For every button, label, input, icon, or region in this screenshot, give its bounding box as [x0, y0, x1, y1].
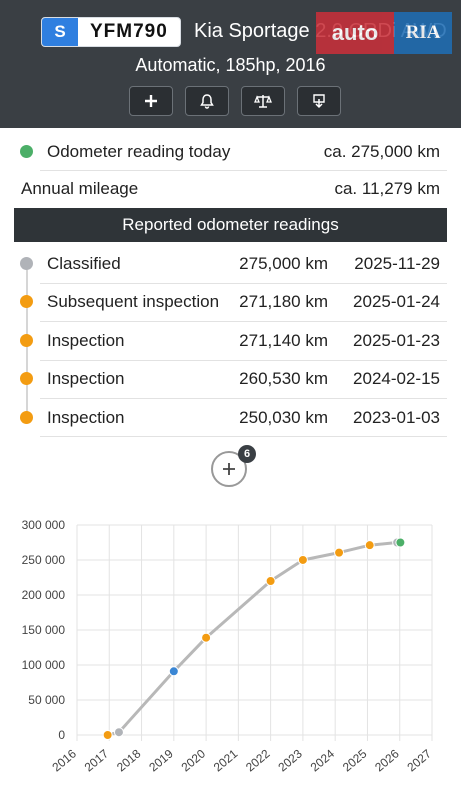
x-tick-label: 2024 [308, 746, 338, 774]
odometer-chart: 0 50 000 100 000 150 000 200 000 250 000 300 0… [22, 518, 435, 774]
y-tick-label: 50 000 [28, 693, 65, 707]
section-title: Reported odometer readings [14, 208, 447, 242]
data-point[interactable] [168, 666, 179, 677]
x-tick-label: 2022 [243, 746, 273, 774]
data-point[interactable] [201, 632, 212, 643]
reading-dot [20, 295, 33, 308]
reading-type: Subsequent inspection [47, 292, 220, 311]
mileage-line [107, 541, 401, 737]
x-tick-label: 2020 [179, 746, 209, 774]
y-tick-label: 250 000 [22, 553, 66, 567]
car-subtitle: Automatic, 185hp, 2016 [135, 55, 326, 75]
row-divider [40, 360, 447, 361]
compare-button[interactable] [241, 86, 285, 116]
data-point[interactable] [297, 554, 308, 565]
vehicle-header: S YFM790 Kia Sportage 2.0 CRDi AWD Autom… [0, 0, 461, 128]
reading-km: 275,000 km [239, 254, 328, 273]
reading-dot [20, 334, 33, 347]
reading-date: 2023-01-03 [353, 408, 440, 427]
odometer-label: Odometer reading today [47, 142, 231, 161]
reading-type: Inspection [47, 331, 125, 350]
reading-date: 2025-01-23 [353, 331, 440, 350]
bell-icon [200, 94, 214, 109]
data-point[interactable] [364, 540, 375, 551]
reading-date: 2024-02-15 [353, 369, 440, 388]
reading-km: 260,530 km [239, 369, 328, 388]
row-divider [40, 436, 447, 437]
reading-type: Inspection [47, 369, 125, 388]
add-button[interactable] [129, 86, 173, 116]
y-tick-label: 200 000 [22, 588, 66, 602]
y-tick-label: 300 000 [22, 518, 66, 532]
data-point[interactable] [102, 730, 113, 740]
y-tick-label: 100 000 [22, 658, 66, 672]
plate-number: YFM790 [90, 21, 168, 42]
x-tick-label: 2018 [114, 746, 144, 774]
reading-km: 271,140 km [239, 331, 328, 350]
data-point[interactable] [113, 727, 124, 738]
x-tick-label: 2021 [211, 746, 241, 774]
more-count-badge: 6 [238, 445, 256, 463]
logo-ria-text: RIA [394, 12, 452, 54]
row-divider [40, 398, 447, 399]
toolbar [129, 86, 341, 116]
reading-dot [20, 372, 33, 385]
x-tick-label: 2025 [340, 746, 370, 774]
autoria-logo: auto RIA [316, 12, 452, 54]
x-tick-label: 2027 [404, 746, 434, 774]
plate-country-code: S [42, 18, 78, 46]
reading-dot [20, 411, 33, 424]
mileage-value: ca. 11,279 km [334, 179, 440, 198]
mileage-label: Annual mileage [21, 179, 139, 198]
data-point[interactable] [265, 576, 276, 586]
notify-button[interactable] [185, 86, 229, 116]
reading-dot [20, 257, 33, 270]
download-icon [313, 94, 325, 109]
row-divider [40, 170, 447, 171]
reading-km: 271,180 km [239, 292, 328, 311]
row-divider [40, 283, 447, 284]
y-tick-label: 0 [58, 728, 65, 742]
plus-icon [145, 95, 157, 107]
row-divider [40, 321, 447, 322]
x-tick-label: 2026 [372, 746, 402, 774]
x-tick-label: 2023 [275, 746, 305, 774]
y-tick-label: 150 000 [22, 623, 66, 637]
logo-auto-text: auto [316, 12, 394, 54]
reading-km: 250,030 km [239, 408, 328, 427]
scale-icon [254, 95, 272, 108]
reading-type: Inspection [47, 408, 125, 427]
license-plate: S YFM790 [41, 17, 181, 47]
x-tick-label: 2016 [49, 746, 79, 774]
data-point[interactable] [334, 547, 345, 558]
x-tick-label: 2017 [82, 746, 112, 774]
odometer-value: ca. 275,000 km [323, 142, 440, 161]
reading-date: 2025-11-29 [354, 254, 440, 273]
data-point[interactable] [395, 537, 406, 548]
reading-type: Classified [47, 254, 121, 273]
x-tick-label: 2019 [146, 746, 176, 774]
plus-icon [223, 463, 235, 475]
download-button[interactable] [297, 86, 341, 116]
reading-date: 2025-01-24 [353, 292, 440, 311]
odometer-status-dot [20, 145, 33, 158]
